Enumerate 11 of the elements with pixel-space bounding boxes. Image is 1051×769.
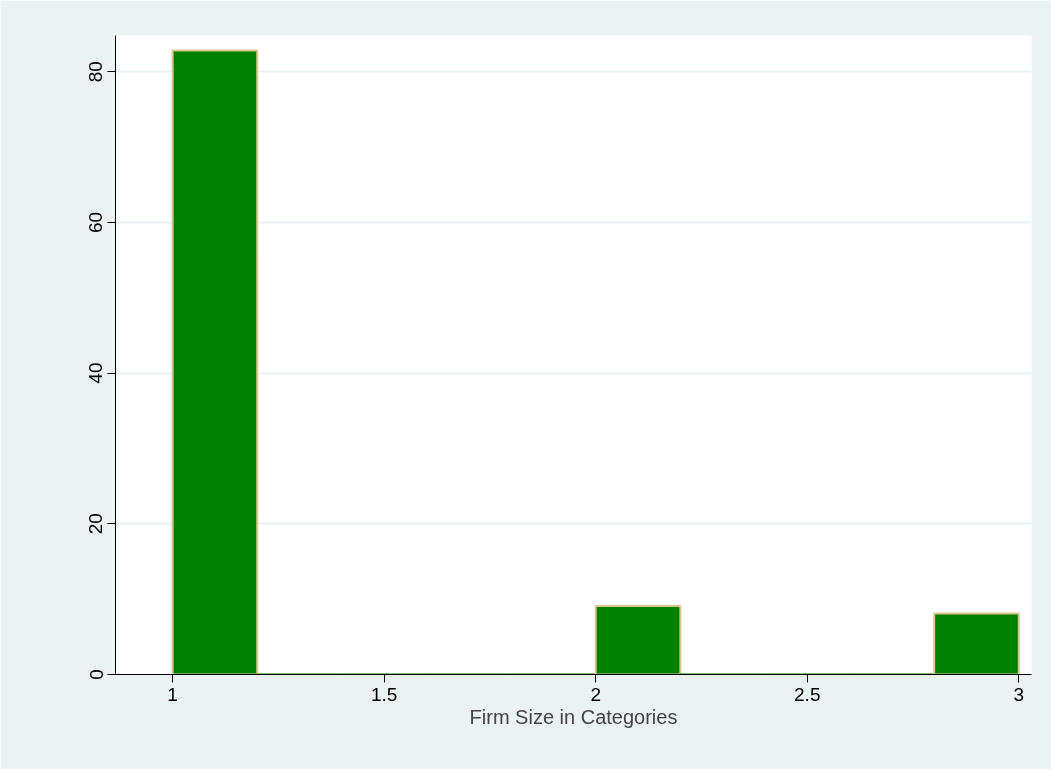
y-tick-label: 20 [85, 513, 107, 535]
x-tick-label: 2.5 [794, 683, 821, 705]
x-tick-label: 2 [590, 683, 602, 705]
y-tick-label: 40 [85, 362, 107, 384]
x-tick-label: 1 [167, 683, 178, 705]
y-tick-label: 0 [85, 669, 107, 680]
x-tick-label: 3 [1013, 683, 1025, 705]
x-tick-label: 1.5 [370, 683, 398, 705]
x-axis-title: Firm Size in Categories [469, 705, 678, 728]
y-tick-label: 60 [85, 211, 107, 233]
y-tick-label: 80 [85, 61, 107, 83]
